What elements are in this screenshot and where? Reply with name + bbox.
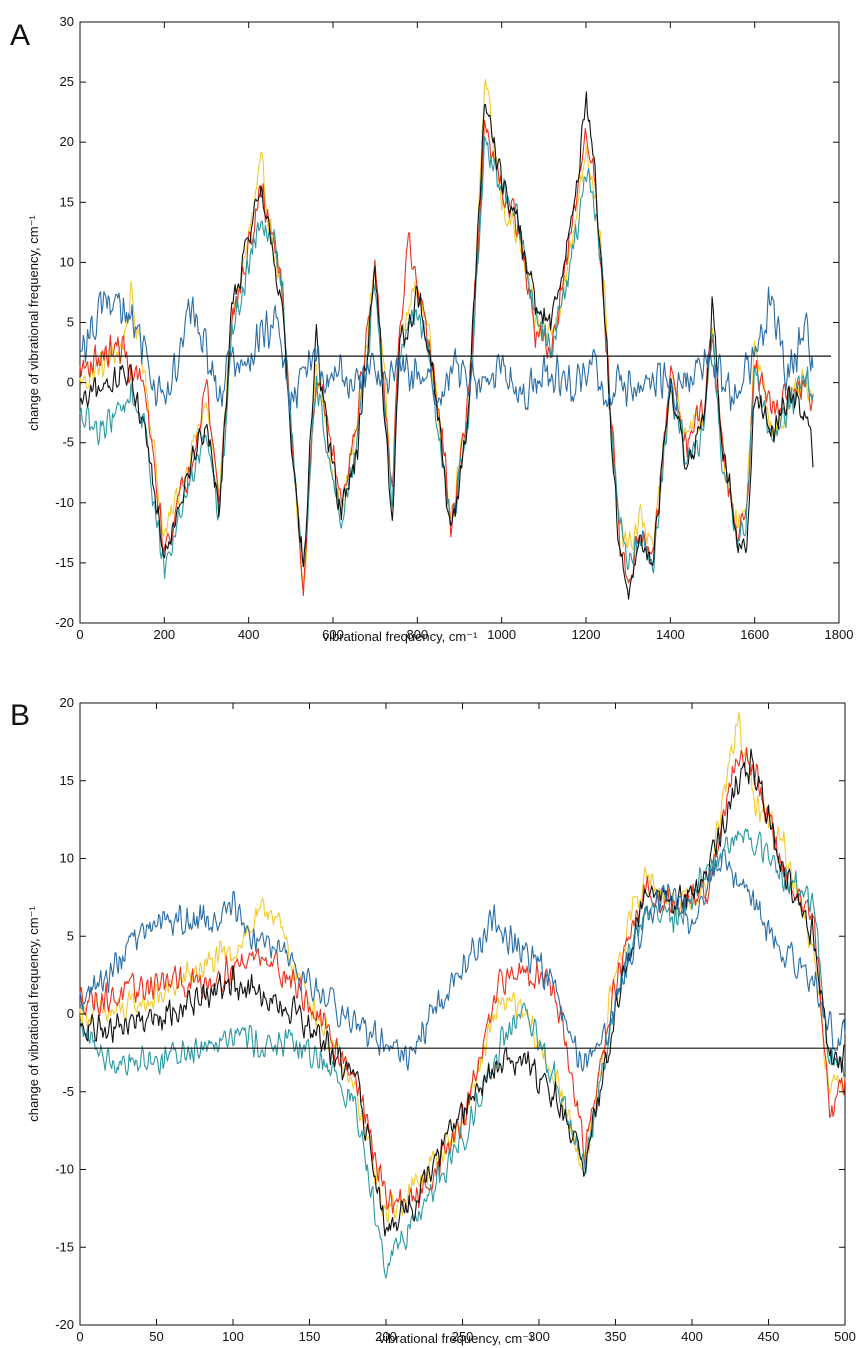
panel-b-series-line-4 (79, 748, 846, 1237)
panel-b-x-tick-label: 50 (149, 1329, 163, 1344)
panel-a-letter: A (10, 19, 30, 52)
panel-a-y-tick-label: -5 (62, 435, 74, 450)
panel-b-y-tick-label: -10 (55, 1162, 74, 1177)
panel-a-y-tick-label: -15 (55, 555, 74, 570)
panel-a: A 0 200 400 600 800 1000 1200 1400 1600 1800 -20-… (10, 14, 853, 644)
panel-b-x-tick-label: 350 (605, 1329, 627, 1344)
panel-b-y-tick-label: 15 (60, 773, 74, 788)
panel-a-x-tick-label: 400 (238, 627, 260, 642)
panel-b-x-ticks: 0 50 100 150 200 250 300 350 400 450 500 (76, 703, 856, 1344)
panel-a-x-tick-label: 1800 (825, 627, 854, 642)
panel-b-series-line-3 (79, 828, 846, 1279)
panel-a-y-tick-label: 20 (60, 134, 74, 149)
panel-a-y-tick-label: 5 (67, 315, 74, 330)
panel-a-x-tick-label: 1600 (740, 627, 769, 642)
panel-a-x-axis-label: vibrational frequency, cm⁻¹ (323, 629, 478, 644)
panel-b-y-tick-label: -15 (55, 1239, 74, 1254)
panel-b-y-tick-label: 0 (67, 1006, 74, 1021)
panel-a-y-tick-label: -10 (55, 495, 74, 510)
panel-b-y-ticks: -20 -15 -10 -5 0 5 10 15 20 (55, 695, 845, 1332)
panel-a-x-tick-label: 1200 (572, 627, 601, 642)
panel-b-x-tick-label: 250 (452, 1329, 474, 1344)
panel-b-x-tick-label: 450 (758, 1329, 780, 1344)
panel-b-y-tick-label: -20 (55, 1317, 74, 1332)
panel-a-y-tick-label: -20 (55, 615, 74, 630)
panel-a-series-line-3 (79, 136, 814, 579)
panel-a-y-tick-label: 30 (60, 14, 74, 29)
panel-a-series-line-5 (79, 286, 814, 414)
panel-b-x-tick-label: 200 (375, 1329, 397, 1344)
panel-b-series-line-1 (79, 711, 846, 1223)
panel-b-x-tick-label: 400 (681, 1329, 703, 1344)
panel-b-x-tick-label: 100 (222, 1329, 244, 1344)
panel-b-y-tick-label: 10 (60, 851, 74, 866)
panel-b-series-line-2 (79, 747, 846, 1214)
panel-b-x-axis-label: vibrational frequency, cm⁻¹ (379, 1331, 534, 1346)
panel-b-series-line-5 (79, 848, 846, 1072)
panel-a-series-line-2 (79, 119, 814, 597)
panel-b-y-tick-label: 20 (60, 695, 74, 710)
panel-a-series-line-1 (79, 78, 814, 587)
panel-a-x-tick-label: 0 (76, 627, 83, 642)
panel-b: B 0 50 100 150 200 250 300 350 400 450 500 -20-15-… (10, 695, 856, 1346)
panel-a-x-tick-label: 600 (322, 627, 344, 642)
panel-b-frame (79, 702, 846, 1326)
panel-b-y-axis-label: change of vibrational frequency, cm⁻¹ (26, 906, 41, 1122)
panel-a-series-group (79, 78, 814, 600)
panel-a-series-line-4 (79, 91, 814, 600)
panel-a-x-tick-label: 1400 (656, 627, 685, 642)
panel-a-y-tick-label: 15 (60, 194, 74, 209)
panel-a-y-tick-label: 10 (60, 254, 74, 269)
panel-b-x-tick-label: 0 (76, 1329, 83, 1344)
panel-a-y-tick-label: 25 (60, 74, 74, 89)
panel-a-y-axis-label: change of vibrational frequency, cm⁻¹ (26, 215, 41, 431)
panel-b-x-tick-label: 300 (528, 1329, 550, 1344)
panel-b-y-tick-label: 5 (67, 928, 74, 943)
panel-a-x-ticks: 0 200 400 600 800 1000 1200 1400 1600 1800 (76, 22, 853, 642)
panel-a-y-ticks: -20 -15 -10 -5 0 5 10 15 20 25 30 (55, 14, 839, 630)
panel-b-series-group (79, 711, 846, 1279)
panel-a-y-tick-label: 0 (67, 375, 74, 390)
panel-a-frame (79, 21, 840, 624)
panel-b-x-tick-label: 500 (834, 1329, 856, 1344)
panel-b-y-tick-label: -5 (62, 1084, 74, 1099)
panel-a-x-tick-label: 1000 (487, 627, 516, 642)
panel-a-x-tick-label: 800 (406, 627, 428, 642)
panel-b-x-tick-label: 150 (299, 1329, 321, 1344)
panel-a-x-tick-label: 200 (153, 627, 175, 642)
panel-b-letter: B (10, 699, 30, 732)
